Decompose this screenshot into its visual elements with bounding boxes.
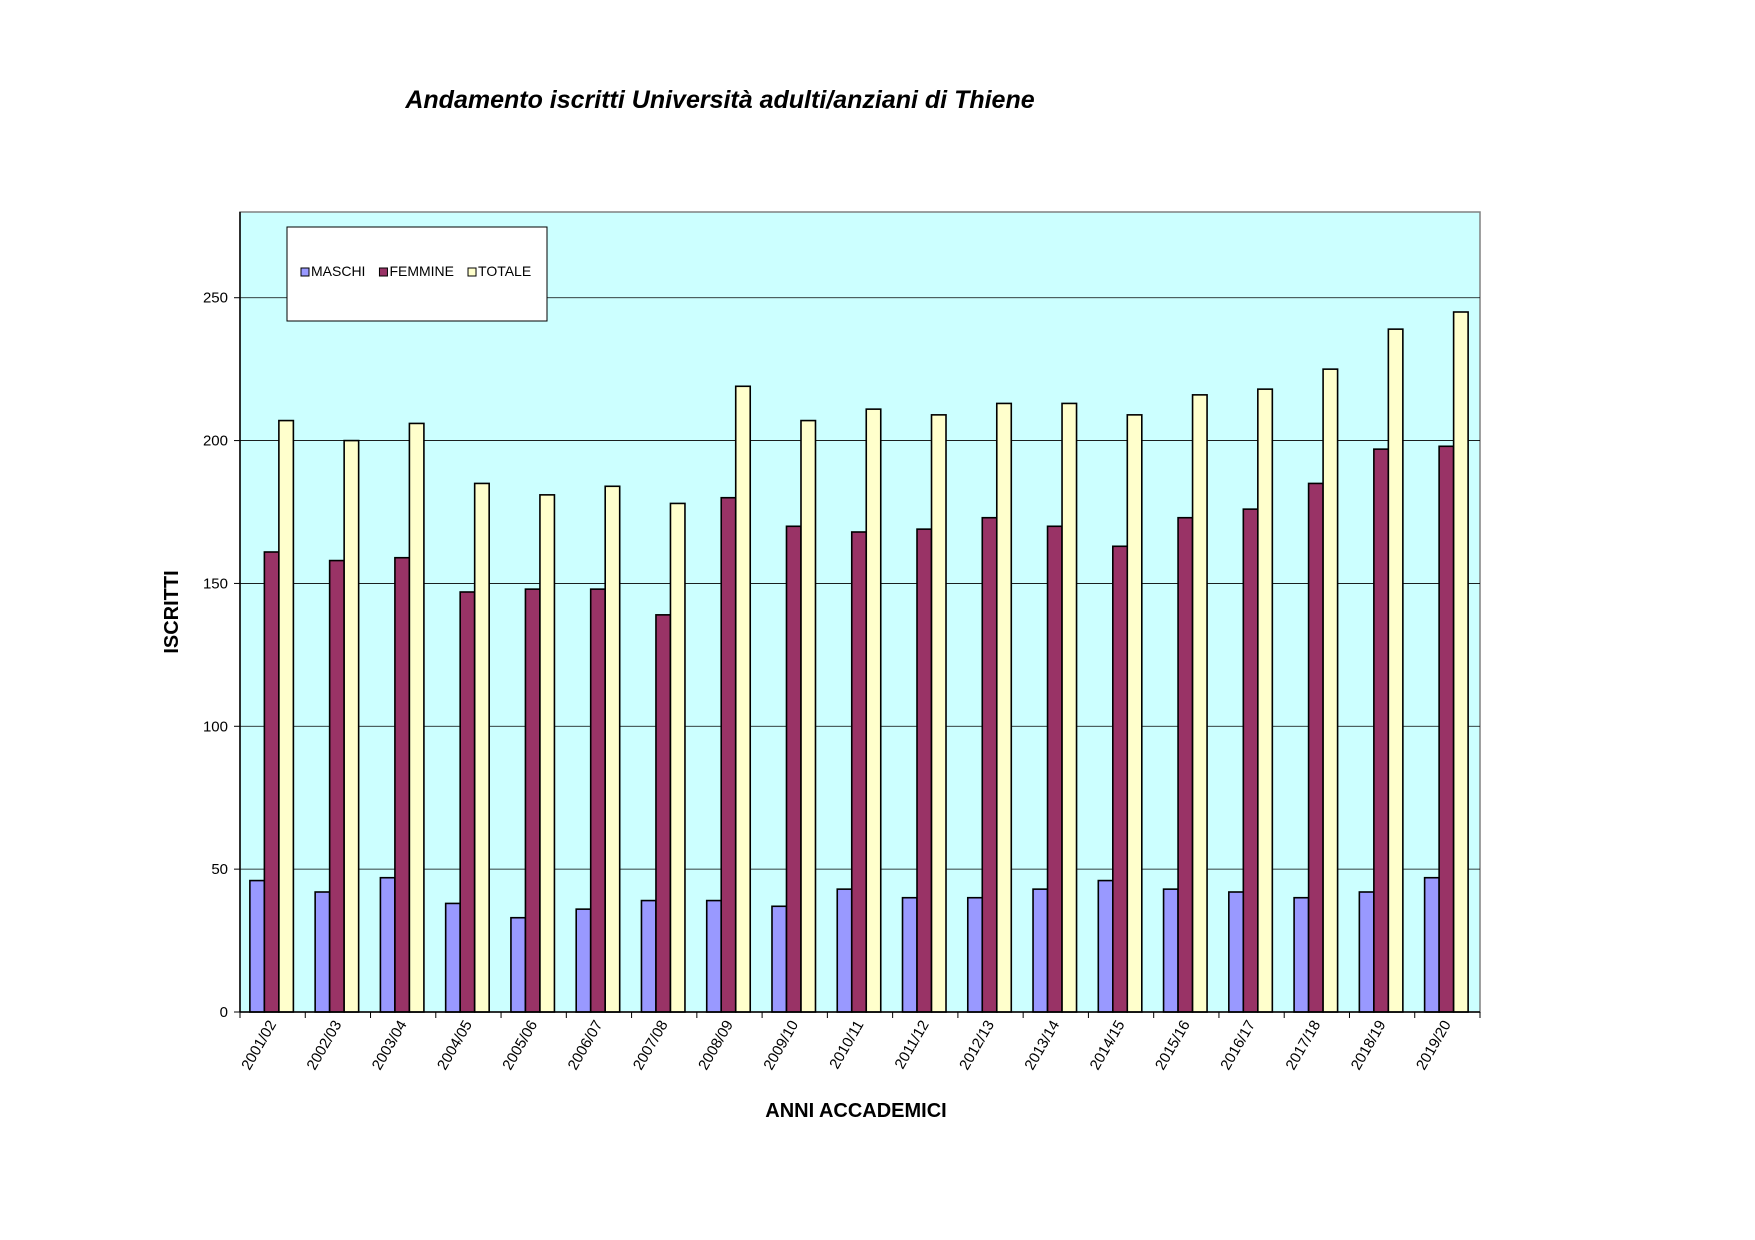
legend-label-femmine: FEMMINE bbox=[389, 263, 454, 279]
bar-femmine-2009-10 bbox=[785, 525, 802, 1013]
y-axis-ticks: 0 50 100 150 200 250 bbox=[203, 290, 240, 1021]
bar-totale-2009-10 bbox=[800, 419, 817, 1013]
bar-totale-2006-07 bbox=[604, 485, 621, 1013]
legend-swatch-totale bbox=[467, 267, 477, 277]
bar-maschi-2014-15 bbox=[1097, 879, 1114, 1013]
y-axis-title: ISCRITTI bbox=[161, 570, 183, 653]
bar-maschi-2019-20 bbox=[1423, 876, 1440, 1013]
bar-femmine-2015-16 bbox=[1177, 516, 1194, 1013]
bar-femmine-2012-13 bbox=[981, 516, 998, 1013]
x-tick-label: 2007/08 bbox=[630, 1018, 672, 1073]
bar-femmine-2010-11 bbox=[850, 531, 868, 1013]
y-tick-label: 200 bbox=[203, 433, 228, 450]
x-tick-label: 2002/03 bbox=[304, 1018, 346, 1073]
x-tick-label: 2003/04 bbox=[369, 1018, 411, 1073]
bar-femmine-2014-15 bbox=[1112, 545, 1129, 1013]
bar-totale-2008-09 bbox=[734, 385, 752, 1013]
legend-box bbox=[286, 226, 548, 322]
x-tick-label: 2006/07 bbox=[565, 1018, 607, 1073]
x-tick-label: 2015/16 bbox=[1152, 1018, 1194, 1073]
bar-totale-2010-11 bbox=[865, 408, 882, 1013]
bar-maschi-2001-02 bbox=[249, 879, 266, 1013]
bar-maschi-2005-06 bbox=[510, 916, 527, 1013]
bar-totale-2011-12 bbox=[930, 414, 947, 1013]
bar-maschi-2016-17 bbox=[1228, 891, 1245, 1013]
bar-totale-2018-19 bbox=[1387, 328, 1404, 1013]
bar-maschi-2012-13 bbox=[966, 896, 984, 1013]
bar-femmine-2003-04 bbox=[394, 556, 411, 1013]
bar-femmine-2018-19 bbox=[1373, 448, 1390, 1013]
x-axis-ticks: 2001/02 2002/03 2003/04 2004/05 2005/06 2006/… bbox=[238, 1012, 1481, 1073]
x-tick-label: 2011/12 bbox=[891, 1018, 932, 1072]
x-tick-label: 2016/17 bbox=[1217, 1018, 1259, 1073]
bar-totale-2015-16 bbox=[1191, 394, 1208, 1013]
y-tick-label: 150 bbox=[203, 575, 228, 592]
bar-maschi-2003-04 bbox=[379, 876, 396, 1013]
bar-femmine-2017-18 bbox=[1307, 482, 1324, 1013]
x-axis-title: ANNI ACCADEMICI bbox=[765, 1100, 946, 1122]
bar-maschi-2011-12 bbox=[901, 896, 918, 1013]
legend-swatch-femmine bbox=[378, 267, 388, 277]
x-tick-label: 2004/05 bbox=[434, 1018, 476, 1073]
bar-totale-2013-14 bbox=[1061, 402, 1078, 1013]
x-tick-label: 2009/10 bbox=[760, 1018, 802, 1073]
bar-totale-2002-03 bbox=[343, 439, 360, 1013]
x-tick-label: 2014/15 bbox=[1087, 1018, 1129, 1073]
bar-maschi-2017-18 bbox=[1293, 896, 1310, 1013]
bar-femmine-2006-07 bbox=[589, 588, 606, 1013]
bar-totale-2007-08 bbox=[669, 502, 686, 1013]
bar-totale-2001-02 bbox=[278, 419, 295, 1013]
bar-femmine-2008-09 bbox=[720, 496, 737, 1013]
bar-maschi-2007-08 bbox=[640, 899, 657, 1013]
bar-femmine-2004-05 bbox=[459, 591, 476, 1013]
x-tick-label: 2010/11 bbox=[826, 1018, 867, 1072]
bar-femmine-2001-02 bbox=[263, 551, 280, 1013]
bar-femmine-2013-14 bbox=[1046, 525, 1063, 1013]
bar-totale-2019-20 bbox=[1452, 311, 1469, 1013]
bar-totale-2012-13 bbox=[995, 402, 1013, 1013]
x-tick-label: 2018/19 bbox=[1348, 1018, 1390, 1073]
x-tick-label: 2001/02 bbox=[238, 1018, 280, 1073]
bar-totale-2017-18 bbox=[1322, 368, 1339, 1013]
bar-femmine-2005-06 bbox=[524, 588, 541, 1013]
bar-maschi-2004-05 bbox=[444, 902, 461, 1013]
bar-maschi-2010-11 bbox=[836, 888, 853, 1013]
bars bbox=[249, 311, 1469, 1013]
y-tick-label: 50 bbox=[211, 861, 228, 878]
bar-femmine-2002-03 bbox=[328, 559, 345, 1013]
x-tick-label: 2017/18 bbox=[1282, 1018, 1324, 1073]
legend-label-maschi: MASCHI bbox=[311, 263, 365, 279]
bar-maschi-2015-16 bbox=[1162, 888, 1179, 1013]
y-tick-label: 100 bbox=[203, 718, 228, 735]
bar-femmine-2011-12 bbox=[916, 528, 933, 1013]
x-tick-label: 2005/06 bbox=[499, 1018, 541, 1073]
x-tick-label: 2019/20 bbox=[1413, 1018, 1455, 1073]
bar-totale-2005-06 bbox=[539, 494, 556, 1013]
bar-totale-2004-05 bbox=[473, 482, 490, 1013]
legend: MASCHI FEMMINE TOTALE bbox=[286, 226, 548, 322]
bar-totale-2016-17 bbox=[1257, 388, 1274, 1013]
x-tick-label: 2008/09 bbox=[695, 1018, 737, 1073]
x-tick-label: 2012/13 bbox=[956, 1018, 998, 1073]
bar-maschi-2018-19 bbox=[1358, 891, 1375, 1013]
x-tick-label: 2013/14 bbox=[1021, 1018, 1063, 1073]
bar-maschi-2002-03 bbox=[314, 891, 331, 1013]
bar-maschi-2008-09 bbox=[705, 899, 723, 1013]
bar-maschi-2009-10 bbox=[771, 905, 788, 1013]
bar-maschi-2013-14 bbox=[1032, 888, 1049, 1013]
bar-femmine-2007-08 bbox=[655, 614, 672, 1013]
legend-swatch-maschi bbox=[300, 267, 310, 277]
bar-totale-2014-15 bbox=[1126, 414, 1143, 1013]
bar-totale-2003-04 bbox=[408, 422, 425, 1013]
legend-label-totale: TOTALE bbox=[478, 263, 531, 279]
y-tick-label: 250 bbox=[203, 290, 228, 307]
y-tick-label: 0 bbox=[220, 1004, 228, 1021]
bar-femmine-2019-20 bbox=[1438, 445, 1455, 1013]
chart-title: Andamento iscritti Università adulti/anz… bbox=[405, 86, 1035, 114]
bar-maschi-2006-07 bbox=[575, 908, 592, 1013]
bar-femmine-2016-17 bbox=[1242, 508, 1259, 1013]
